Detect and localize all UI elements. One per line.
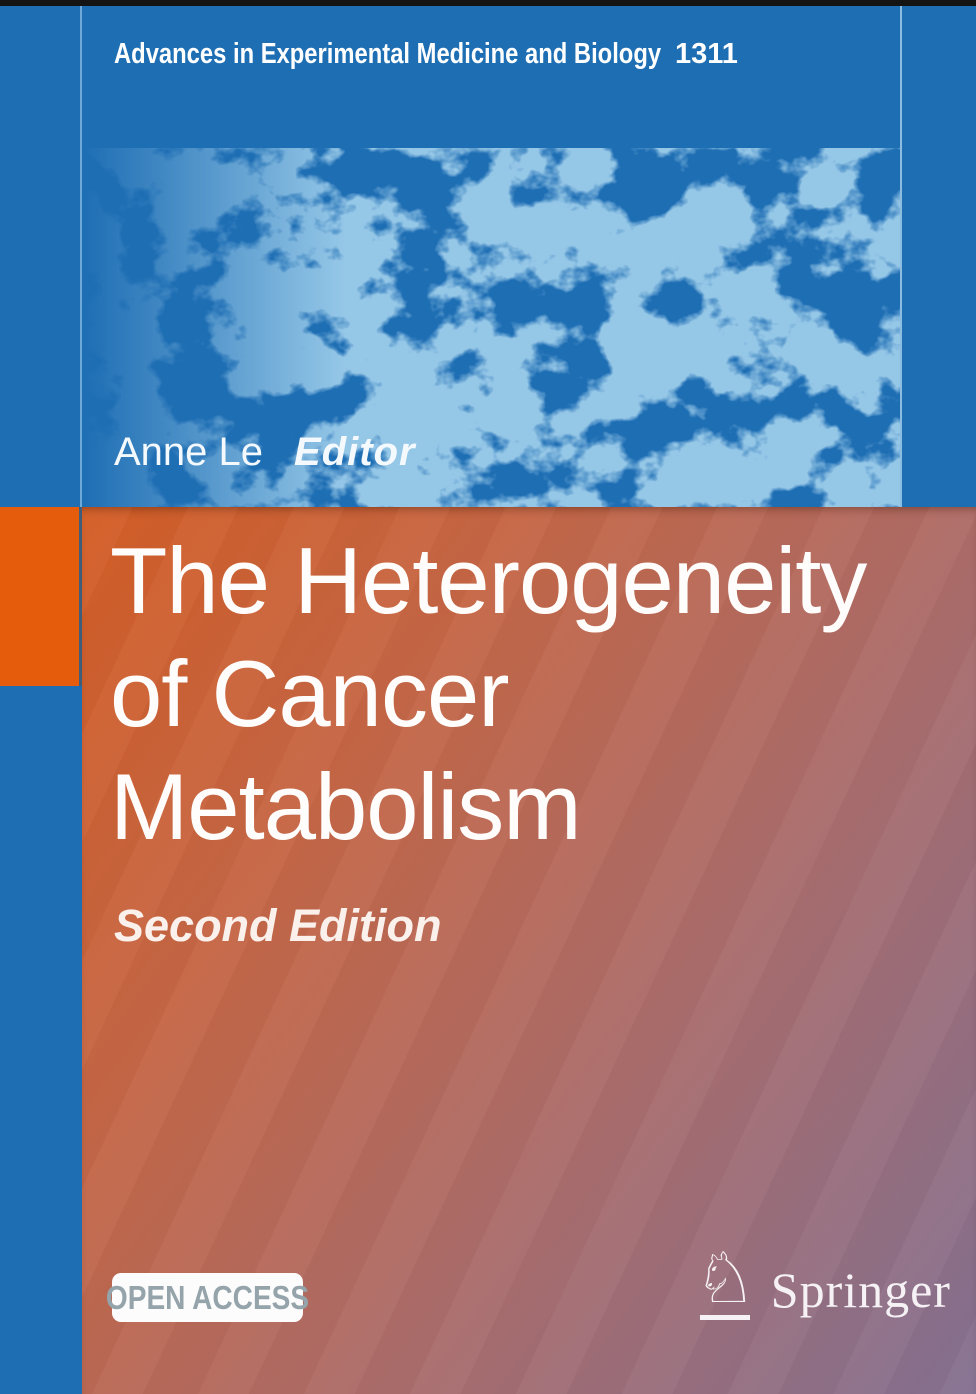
- springer-horse-icon: ♘: [694, 1237, 757, 1320]
- editor-role: Editor: [294, 430, 416, 474]
- publisher-name: Springer: [770, 1262, 951, 1318]
- editor-line: Anne Le Editor: [114, 426, 416, 478]
- panel-streak-texture: [82, 507, 976, 1394]
- book-title-line-3: Metabolism: [110, 754, 582, 859]
- top-black-bar: [0, 0, 976, 6]
- series-name: Advances in Experimental Medicine and Bi…: [114, 38, 662, 70]
- left-divider-line: [80, 6, 82, 507]
- cloud-texture: [82, 148, 900, 507]
- springer-horse-underline: [700, 1315, 751, 1320]
- series-title: Advances in Experimental Medicine and Bi…: [114, 36, 781, 72]
- open-access-label: OPEN ACCESS: [105, 1279, 310, 1316]
- book-title: The Heterogeneity of Cancer Metabolism: [110, 524, 867, 863]
- accent-square-divider: [79, 507, 82, 686]
- series-volume: 1311: [675, 38, 738, 70]
- orange-accent-square: [0, 507, 79, 686]
- open-access-badge: OPEN ACCESS: [106, 1273, 309, 1322]
- springer-horse-glyph: ♘: [694, 1237, 757, 1319]
- publisher-logo: ♘ Springer: [694, 1237, 951, 1320]
- book-title-line-2: of Cancer: [110, 641, 510, 746]
- editor-name: Anne Le: [114, 430, 264, 474]
- book-title-line-1: The Heterogeneity: [110, 528, 867, 633]
- edition-label: Second Edition: [114, 900, 442, 951]
- right-divider-line: [900, 6, 902, 507]
- orange-panel: [82, 507, 976, 1394]
